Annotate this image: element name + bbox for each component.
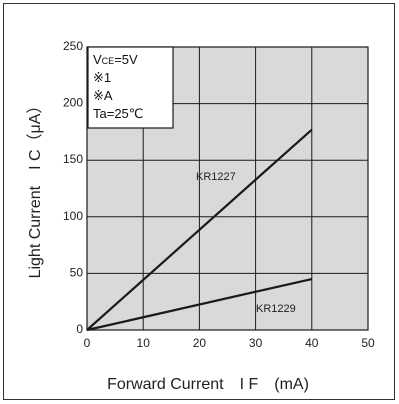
series-labels: KR1227 KR1229	[196, 171, 296, 315]
conditions-box: VCE=5V ※1 ※A Ta=25℃	[87, 46, 174, 129]
series-label-kr1229: KR1229	[256, 303, 296, 315]
x-tick-label: 50	[361, 336, 375, 350]
x-tick-labels: 0 10 20 30 40 50	[84, 336, 375, 350]
temperature-condition: Ta=25℃	[93, 106, 143, 121]
y-tick-label: 0	[76, 322, 83, 336]
vce-condition: VCE=5V	[93, 52, 138, 67]
y-tick-label: 250	[63, 39, 83, 53]
vce-symbol: V	[93, 52, 102, 67]
series-lines	[86, 128, 313, 332]
chart-frame	[3, 3, 395, 400]
x-tick-label: 10	[137, 336, 151, 350]
series-line-kr1229	[86, 277, 313, 332]
y-tick-label: 150	[63, 152, 83, 166]
x-axis-title: Forward Current I F (mA)	[107, 376, 309, 393]
y-tick-label: 100	[63, 209, 83, 223]
y-tick-labels: 0 50 100 150 200 250	[63, 39, 83, 336]
vce-subscript: CE	[102, 56, 115, 66]
note-a: ※A	[93, 88, 113, 103]
x-tick-label: 30	[249, 336, 263, 350]
note-1: ※1	[93, 70, 111, 85]
series-line-kr1227	[86, 128, 313, 331]
x-tick-label: 0	[84, 336, 91, 350]
series-label-kr1227: KR1227	[196, 171, 236, 183]
y-tick-label: 50	[70, 265, 84, 279]
y-tick-label: 200	[63, 96, 83, 110]
x-tick-label: 20	[193, 336, 207, 350]
vce-value: =5V	[114, 52, 138, 67]
y-axis-title: Light Current I C（μA）	[26, 98, 44, 279]
x-tick-label: 40	[305, 336, 319, 350]
